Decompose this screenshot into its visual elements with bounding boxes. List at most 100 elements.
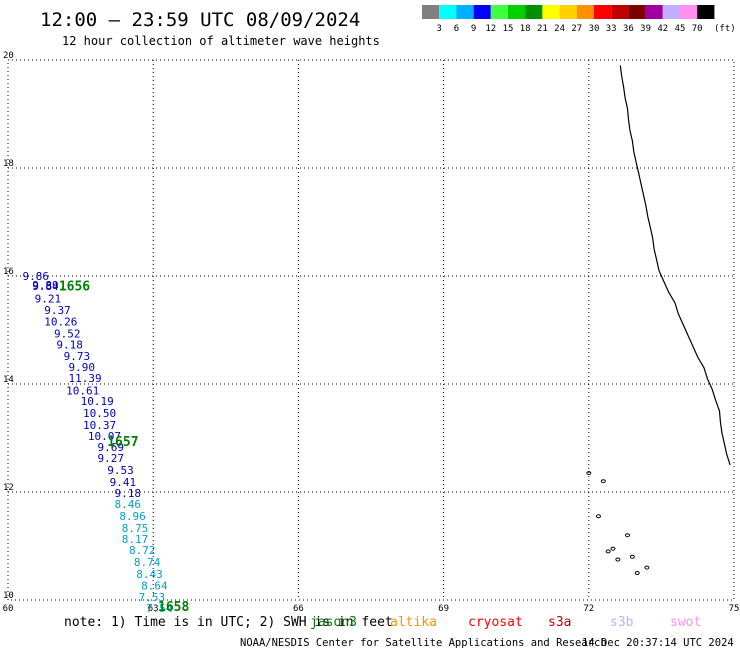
swh-value-label: 9.41 bbox=[110, 476, 137, 489]
lon-tick-label: 63 bbox=[148, 604, 159, 614]
plot-frame bbox=[7, 59, 735, 601]
swh-value-label: 10.50 bbox=[83, 407, 116, 420]
swh-value-label: 9.53 bbox=[107, 464, 134, 477]
swh-value-label: 8.74 bbox=[134, 556, 161, 569]
legend-label: 36 bbox=[623, 24, 634, 34]
credit-text: NOAA/NESDIS Center for Satellite Applica… bbox=[240, 637, 607, 649]
swh-value-label: 9.27 bbox=[98, 452, 125, 465]
island bbox=[629, 554, 635, 559]
page-subtitle: 12 hour collection of altimeter wave hei… bbox=[62, 34, 380, 48]
mission-label: cryosat bbox=[468, 615, 523, 630]
island bbox=[625, 533, 631, 538]
page-title: 12:00 – 23:59 UTC 08/09/2024 bbox=[40, 9, 360, 31]
lon-tick-label: 75 bbox=[729, 604, 740, 614]
legend-label: 27 bbox=[571, 24, 582, 34]
legend-swatch bbox=[525, 5, 543, 19]
lat-tick-label: 14 bbox=[3, 375, 14, 385]
longitude-tick-labels: 60 63 66 69 72 75 bbox=[3, 604, 740, 614]
legend-swatch bbox=[508, 5, 526, 19]
lon-tick-label: 66 bbox=[293, 604, 304, 614]
legend-label: 21 bbox=[537, 24, 548, 34]
swh-value-label: 8.43 bbox=[136, 568, 163, 581]
swh-value-label: 9.89 bbox=[32, 279, 59, 292]
mission-legend: jason3 altika cryosat s3a s3b swot bbox=[310, 615, 701, 630]
swh-value-label: 8.17 bbox=[122, 533, 148, 546]
legend-label: 3 bbox=[436, 24, 441, 34]
legend-label: 45 bbox=[675, 24, 686, 34]
legend-swatch bbox=[473, 5, 491, 19]
island bbox=[600, 479, 606, 484]
swh-value-label: 8.72 bbox=[129, 544, 156, 557]
lat-tick-label: 20 bbox=[3, 51, 14, 61]
swh-value-label: 10.19 bbox=[81, 395, 114, 408]
swh-value-label: 10.61 bbox=[66, 384, 99, 397]
swh-value-label: 8.64 bbox=[141, 580, 168, 593]
mission-label: s3a bbox=[548, 615, 571, 630]
swh-value-label: 9.52 bbox=[54, 328, 80, 341]
legend-swatch bbox=[576, 5, 594, 19]
footer-note: note: 1) Time is in UTC; 2) SWH is in fe… bbox=[64, 615, 393, 630]
islands bbox=[586, 471, 650, 575]
legend-label: 39 bbox=[640, 24, 651, 34]
time-label: 1657 bbox=[107, 435, 138, 450]
legend-label: 70 bbox=[692, 24, 703, 34]
legend-swatch bbox=[594, 5, 612, 19]
time-label: 1658 bbox=[158, 600, 189, 615]
legend-swatch bbox=[645, 5, 663, 19]
swh-value-label: 9.18 bbox=[114, 487, 141, 500]
legend-swatch bbox=[628, 5, 646, 19]
swh-value-label: 9.90 bbox=[69, 361, 96, 374]
swh-value-label: 11.39 bbox=[69, 372, 102, 385]
legend-label: 30 bbox=[589, 24, 600, 34]
legend-label: 12 bbox=[485, 24, 496, 34]
lon-tick-label: 60 bbox=[3, 604, 14, 614]
swh-value-label: 10.37 bbox=[83, 419, 116, 432]
legend-swatch bbox=[662, 5, 680, 19]
lat-tick-label: 18 bbox=[3, 159, 14, 169]
island bbox=[644, 565, 650, 570]
swh-value-label: 8.96 bbox=[119, 510, 146, 523]
swh-value-label: 8.75 bbox=[122, 522, 148, 535]
island bbox=[586, 471, 592, 476]
swh-value-label: 10.26 bbox=[44, 316, 77, 329]
swh-value-label: 9.37 bbox=[44, 304, 71, 317]
legend-label: 6 bbox=[454, 24, 459, 34]
mission-label: swot bbox=[670, 615, 701, 630]
lat-tick-label: 16 bbox=[3, 267, 14, 277]
coastline bbox=[619, 65, 731, 466]
legend-label: 42 bbox=[657, 24, 668, 34]
lon-tick-label: 72 bbox=[583, 604, 594, 614]
time-labels: 1656 1657 1658 bbox=[59, 280, 190, 615]
legend-label: 24 bbox=[554, 24, 565, 34]
island bbox=[634, 571, 640, 575]
island bbox=[615, 557, 621, 562]
island bbox=[595, 514, 601, 519]
swh-value-label: 9.69 bbox=[98, 441, 125, 454]
legend-label: 15 bbox=[503, 24, 514, 34]
note-text: note: 1) Time is in UTC; 2) SWH is in fe… bbox=[64, 615, 393, 630]
legend-swatch bbox=[680, 5, 698, 19]
legend-label: 18 bbox=[520, 24, 531, 34]
swh-value-label: 10.07 bbox=[88, 430, 121, 443]
swh-value-label: 7.54 bbox=[146, 602, 173, 615]
swh-value-label: 9.86 bbox=[23, 270, 50, 283]
legend-label: 33 bbox=[606, 24, 617, 34]
lon-tick-label: 69 bbox=[438, 604, 449, 614]
mission-label: s3b bbox=[610, 615, 634, 630]
legend-swatch bbox=[611, 5, 629, 19]
color-legend: 3 6 9 12 15 18 21 24 27 30 33 36 39 42 45 70 bbox=[422, 5, 715, 34]
swh-value-label: 9.73 bbox=[64, 350, 91, 363]
legend-swatch bbox=[542, 5, 560, 19]
lat-tick-label: 10 bbox=[3, 591, 14, 601]
legend-swatch bbox=[697, 5, 715, 19]
wave-height-track: 9.869.899.849.219.3710.269.529.189.739.9… bbox=[23, 270, 173, 615]
swh-value-label: 7.53 bbox=[139, 591, 166, 604]
swh-value-label: 9.84 bbox=[32, 280, 59, 293]
lat-lon-grid bbox=[8, 60, 734, 600]
swh-value-label: 9.18 bbox=[56, 338, 83, 351]
island bbox=[610, 546, 616, 551]
mission-label: jason3 bbox=[310, 615, 357, 630]
legend-swatch bbox=[439, 5, 457, 19]
